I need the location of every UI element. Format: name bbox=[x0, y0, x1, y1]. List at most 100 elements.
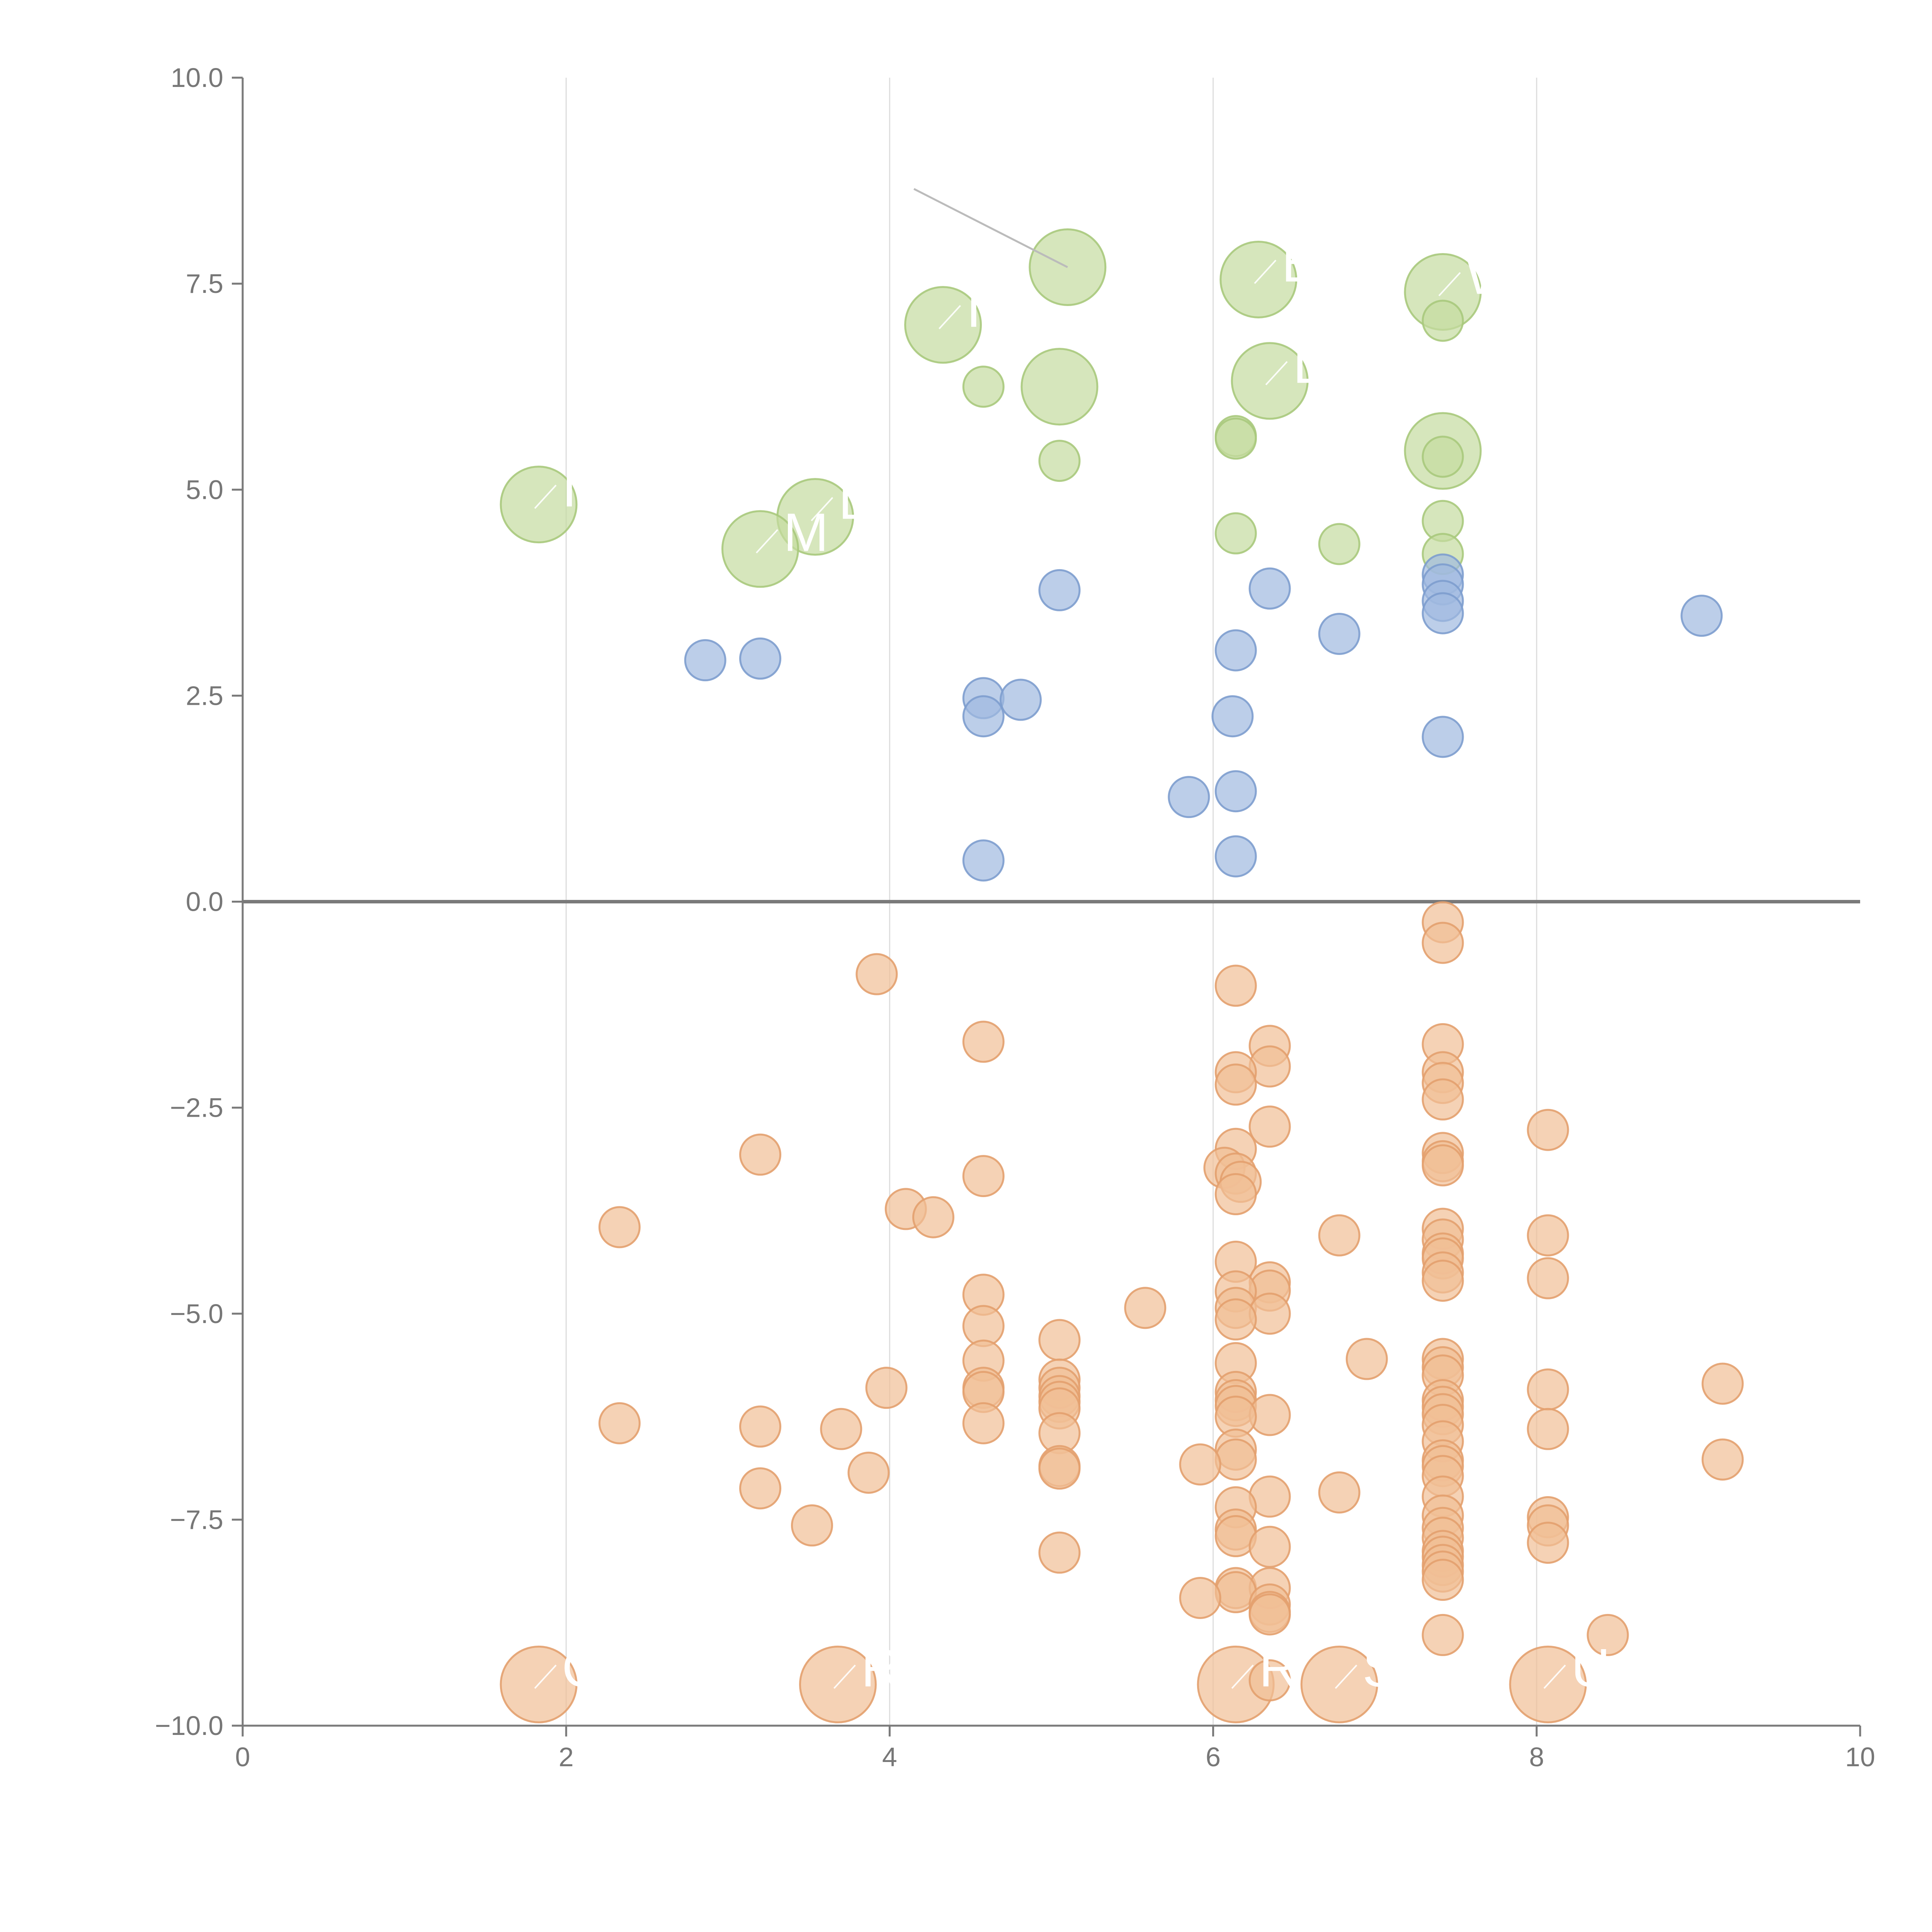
bubble-point-orange bbox=[1527, 1109, 1569, 1151]
bubble-point-orange bbox=[739, 1405, 782, 1448]
bubble-label: S bbox=[1362, 1637, 1398, 1698]
bubble-point-blue bbox=[1422, 592, 1464, 634]
bubble-point-orange bbox=[1422, 1144, 1464, 1187]
bubble-point-orange bbox=[962, 1402, 1005, 1444]
label-leader bbox=[1543, 1665, 1566, 1689]
bubble-point-orange bbox=[1214, 1298, 1257, 1341]
label-leader bbox=[534, 1665, 557, 1689]
bubble-point-orange bbox=[1248, 1593, 1291, 1636]
bubble-point-orange bbox=[1587, 1614, 1629, 1656]
label-leader bbox=[939, 305, 961, 330]
bubble-point-orange bbox=[1214, 1173, 1257, 1216]
bubble-point-orange bbox=[1179, 1577, 1221, 1619]
bubble-point-orange bbox=[1527, 1408, 1569, 1450]
label-leader bbox=[1438, 272, 1461, 296]
bubble-point-orange bbox=[739, 1467, 782, 1510]
bubble-point-orange bbox=[865, 1367, 908, 1409]
label-leader bbox=[1265, 361, 1288, 386]
bubble-point-orange bbox=[598, 1402, 641, 1444]
y-tick-label: 5.0 bbox=[186, 474, 223, 505]
bubble-point-orange bbox=[1318, 1471, 1361, 1514]
bubble-point-orange bbox=[739, 1133, 782, 1176]
bubble-point-blue bbox=[999, 679, 1042, 721]
bubble-label: M bbox=[784, 502, 829, 563]
bubble-label: I bbox=[966, 278, 981, 338]
bubble-point-orange bbox=[598, 1206, 641, 1248]
axis-layer: 0 2 4 6 8 10 10.0 7.5 5.0 2.5 0.0 −2.5 −5.0 −7.5 −10.0 bbox=[155, 63, 1875, 1772]
bubble-point-blue bbox=[684, 639, 726, 682]
y-tick-label: 2.5 bbox=[186, 680, 223, 711]
bubble-point-blue bbox=[1214, 770, 1257, 813]
bubble-point-orange bbox=[1248, 1659, 1291, 1702]
bubble-point-blue bbox=[962, 839, 1005, 882]
bubble-point-orange bbox=[1214, 964, 1257, 1007]
bubble-point-orange bbox=[1038, 1319, 1081, 1361]
bubble-label: C bbox=[562, 1637, 601, 1698]
label-leader bbox=[1231, 1665, 1254, 1689]
bubble-label: D bbox=[1293, 334, 1332, 395]
bubble-point-green bbox=[1422, 299, 1464, 342]
bubble-point-green bbox=[1214, 417, 1257, 460]
bubble-label: W bbox=[1466, 245, 1517, 305]
bubble-point-blue bbox=[1038, 569, 1081, 611]
bubble-point-orange bbox=[912, 1196, 954, 1238]
bubble-point-orange bbox=[1701, 1438, 1744, 1481]
bubble-point-green bbox=[1020, 348, 1099, 426]
bubble-point-blue bbox=[1680, 595, 1723, 637]
bubble-point-orange bbox=[1179, 1443, 1221, 1486]
bubble-point-blue bbox=[1168, 776, 1210, 818]
bubble-label: R bbox=[1259, 1637, 1298, 1698]
bubble-point-orange bbox=[1527, 1368, 1569, 1411]
bubble-point-green bbox=[1422, 435, 1464, 478]
bubble-label: D bbox=[838, 470, 878, 531]
bubble-point-orange bbox=[1527, 1214, 1569, 1257]
bubble-point-orange bbox=[1422, 1259, 1464, 1302]
label-leader bbox=[1254, 260, 1277, 284]
bubble-point-blue bbox=[1214, 835, 1257, 878]
bubble-point-orange bbox=[962, 1155, 1005, 1197]
y-tick-label: −10.0 bbox=[155, 1711, 223, 1741]
bubble-point-orange bbox=[1422, 1614, 1464, 1656]
bubble-label: U bbox=[1571, 1637, 1610, 1698]
bubble-point-green bbox=[1214, 512, 1257, 554]
bubble-point-orange bbox=[1124, 1287, 1167, 1329]
bubble-point-green bbox=[1038, 440, 1081, 482]
y-tick-label: 10.0 bbox=[171, 63, 223, 93]
label-leader bbox=[756, 529, 778, 554]
bubble-label: R bbox=[861, 1637, 900, 1698]
bubble-point-orange bbox=[1214, 1438, 1257, 1481]
bubble-point-orange bbox=[855, 953, 898, 995]
bubble-point-green bbox=[1318, 523, 1361, 565]
bubble-point-blue bbox=[1214, 629, 1257, 672]
x-tick-label: 6 bbox=[1206, 1742, 1221, 1772]
x-tick-label: 4 bbox=[882, 1742, 897, 1772]
bubble-point-blue bbox=[739, 637, 782, 680]
label-leader bbox=[811, 497, 833, 521]
bubble-point-blue bbox=[1211, 695, 1254, 738]
bubble-point-orange bbox=[1248, 1526, 1291, 1568]
bubble-label: B bbox=[1282, 232, 1318, 293]
label-leader bbox=[1335, 1665, 1357, 1689]
bubble-point-green bbox=[962, 366, 1005, 408]
bubble-point-orange bbox=[1527, 1522, 1569, 1564]
y-tick-label: −5.0 bbox=[170, 1299, 223, 1329]
bubble-point-blue bbox=[1248, 567, 1291, 610]
bubble-point-orange bbox=[791, 1504, 833, 1547]
bubble-layer bbox=[500, 228, 1744, 1723]
label-leader bbox=[833, 1665, 856, 1689]
leader-line bbox=[913, 188, 1068, 268]
y-tick-label: 7.5 bbox=[186, 269, 223, 299]
x-tick-label: 10 bbox=[1845, 1742, 1875, 1772]
x-tick-label: 2 bbox=[559, 1742, 574, 1772]
x-tick-label: 8 bbox=[1529, 1742, 1544, 1772]
bubble-point-blue bbox=[962, 695, 1005, 738]
bubble-point-orange bbox=[1038, 1447, 1081, 1490]
bubble-point-blue bbox=[1422, 716, 1464, 758]
bubble-point-orange bbox=[1318, 1214, 1361, 1257]
bubble-point-orange bbox=[1422, 1078, 1464, 1121]
bubble-point-orange bbox=[1038, 1531, 1081, 1574]
y-tick-label: −7.5 bbox=[170, 1505, 223, 1535]
